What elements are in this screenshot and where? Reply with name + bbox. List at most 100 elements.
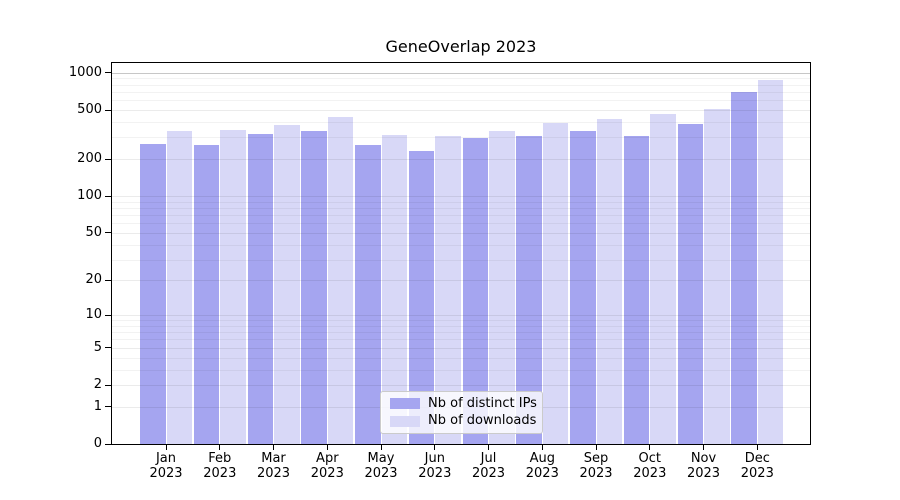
gridline [112,325,810,327]
bar-downloads-feb [220,130,246,444]
y-tick-mark [105,443,112,445]
bar-distinct-ips-oct [623,135,650,444]
x-tick-mark [165,445,167,450]
bar-distinct-ips-nov [677,124,703,444]
y-tick-mark [105,347,112,349]
y-tick-label: 200 [77,151,102,166]
bar-distinct-ips-sep [570,131,596,444]
x-tick-mark [488,445,489,450]
bar-downloads-sep [596,119,622,444]
y-tick-mark [105,158,112,160]
y-tick-mark [105,195,112,197]
x-tick-label: Aug 2023 [525,451,559,481]
legend-swatch-distinct-ips [390,398,420,410]
y-tick-mark [105,72,112,74]
gridline [112,207,810,209]
x-tick-label: Dec 2023 [740,451,774,481]
y-tick-label: 500 [77,102,102,117]
chart-title: GeneOverlap 2023 [385,37,537,56]
x-tick-label: Mar 2023 [256,451,291,481]
gridline [112,385,810,386]
y-tick-label: 20 [85,272,102,288]
x-tick-label: Jul 2023 [471,451,506,481]
y-tick-mark [105,314,112,316]
gridline [112,332,810,334]
bar-downloads-jan [166,131,192,444]
bar-downloads-mar [274,124,300,444]
x-tick-label: May 2023 [364,451,398,481]
bar-distinct-ips-apr [301,130,327,444]
legend-label-distinct-ips: Nb of distinct IPs [428,395,537,411]
gridline [112,110,810,111]
x-tick-mark [649,445,651,450]
x-tick-mark [756,445,758,450]
gridline [112,159,810,160]
y-tick-mark [105,232,112,234]
bar-downloads-nov [704,109,730,444]
bar-downloads-apr [327,117,354,444]
gridline [112,280,810,282]
gridline [112,100,810,102]
plot-area [111,62,811,445]
y-tick-label: 50 [85,224,102,240]
gridline [112,215,810,216]
x-tick-mark [326,445,328,450]
legend: Nb of distinct IPs Nb of downloads [380,391,543,434]
gridline [112,84,810,86]
bar-distinct-ips-dec [731,91,757,444]
legend-swatch-downloads [390,415,420,427]
grid-layer [112,63,810,444]
gridline [112,223,810,225]
bar-distinct-ips-feb [193,145,220,444]
y-tick-label: 2 [93,377,102,392]
x-tick-label: Apr 2023 [310,451,344,481]
gridline [112,121,810,123]
y-tick-mark [105,109,112,111]
gridline [112,78,810,80]
bar-downloads-dec [757,79,784,444]
x-tick-mark [219,445,221,450]
x-tick-mark [595,445,597,450]
y-tick-label: 1 [93,398,102,414]
x-tick-label: Oct 2023 [633,451,667,481]
bar-distinct-ips-jan [140,144,166,444]
x-tick-mark [380,445,382,450]
gridline [112,259,810,261]
gridline [112,232,810,234]
gridline [112,244,810,246]
y-tick-label: 5 [93,339,102,355]
gridline [112,315,810,317]
gridline [112,339,810,341]
x-tick-mark [703,445,704,450]
y-tick-mark [105,384,112,386]
gridline [112,201,810,203]
y-tick-mark [105,406,112,408]
gridline [112,196,810,197]
x-tick-mark [434,445,436,450]
gridline [112,320,810,322]
x-tick-label: Sep 2023 [579,451,613,481]
x-tick-mark [541,445,543,450]
x-tick-label: Nov 2023 [686,451,721,481]
y-tick-label: 1000 [68,64,102,80]
y-tick-label: 0 [93,436,102,451]
bar-distinct-ips-mar [247,133,273,444]
x-tick-label: Feb 2023 [203,451,237,481]
gridline [112,357,810,359]
y-tick-label: 100 [77,188,102,203]
gridline [112,91,810,93]
legend-item-downloads: Nb of downloads [381,413,542,430]
legend-label-downloads: Nb of downloads [428,413,537,429]
y-tick-mark [105,279,112,281]
x-tick-label: Jun 2023 [418,451,452,481]
x-tick-mark [273,445,274,450]
y-tick-label: 10 [85,307,102,323]
gridline [112,137,810,139]
legend-item-distinct-ips: Nb of distinct IPs [381,395,542,412]
x-tick-label: Jan 2023 [149,451,183,481]
bar-downloads-aug [542,123,569,444]
gridline [112,347,810,349]
gridline [112,369,810,371]
gridline [112,72,810,74]
